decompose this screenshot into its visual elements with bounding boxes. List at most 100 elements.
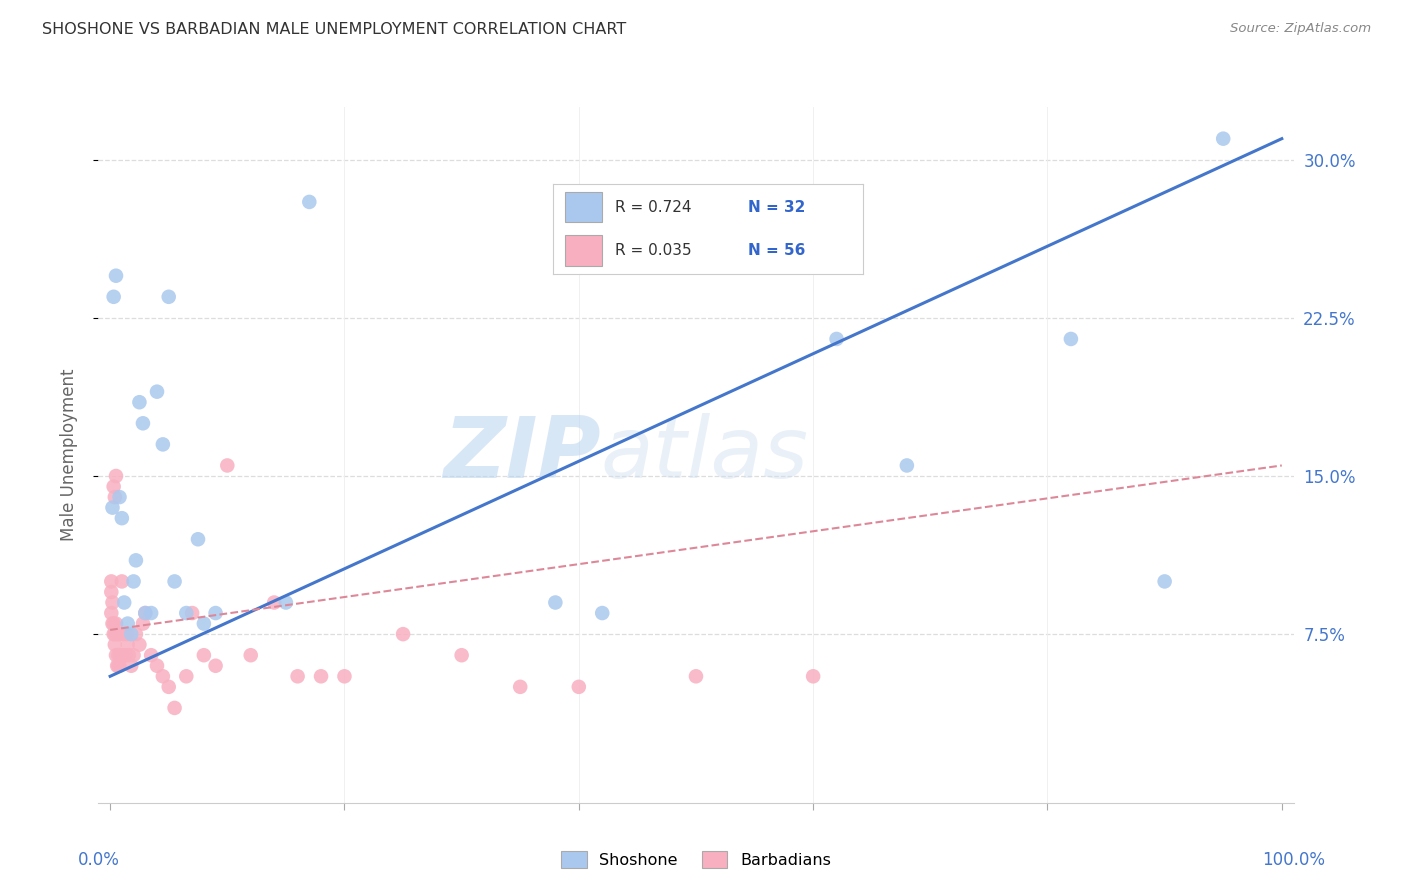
Point [825,332,848,346]
Text: N = 56: N = 56 [748,243,806,258]
Point [122,648,145,663]
Point [111,648,134,663]
Point [117,638,139,652]
Text: 0.0%: 0.0% [77,851,120,870]
Point [105,268,128,283]
Point [157,680,180,694]
Point [193,616,215,631]
Point [591,606,613,620]
Point [274,595,297,609]
Text: N = 32: N = 32 [748,200,806,215]
Point [105,658,128,673]
Y-axis label: Male Unemployment: Male Unemployment [59,368,77,541]
Point [105,469,128,483]
FancyBboxPatch shape [565,192,602,222]
Point [107,648,129,663]
Point [111,574,134,589]
Point [152,437,174,451]
Text: SHOSHONE VS BARBADIAN MALE UNEMPLOYMENT CORRELATION CHART: SHOSHONE VS BARBADIAN MALE UNEMPLOYMENT … [42,22,627,37]
Point [105,648,128,663]
Point [801,669,824,683]
Point [112,595,135,609]
Point [141,648,163,663]
Point [152,669,174,683]
Point [122,574,145,589]
Point [163,701,186,715]
Point [174,606,197,620]
Point [112,648,135,663]
Point [685,669,707,683]
Point [108,627,131,641]
Point [120,658,142,673]
Point [157,290,180,304]
Point [134,606,156,620]
Text: R = 0.724: R = 0.724 [614,200,692,215]
Point [100,585,122,599]
Point [108,490,131,504]
Legend: Shoshone, Barbadians: Shoshone, Barbadians [554,845,838,875]
Point [309,669,332,683]
Point [105,627,128,641]
Point [744,216,766,230]
Point [103,616,125,631]
Point [104,638,127,652]
Point [100,574,122,589]
Point [101,500,124,515]
Point [146,384,169,399]
Point [128,395,150,409]
Point [896,458,918,473]
Point [1153,574,1175,589]
Point [187,533,209,547]
Point [104,490,127,504]
Point [509,680,531,694]
Point [118,648,141,663]
Point [1060,332,1083,346]
Point [193,648,215,663]
FancyBboxPatch shape [565,235,602,266]
Point [204,658,226,673]
Point [108,658,131,673]
Point [450,648,472,663]
Point [568,680,591,694]
Point [103,479,125,493]
Point [132,417,155,431]
Point [115,627,138,641]
Point [104,627,127,641]
Point [117,616,139,631]
Point [204,606,226,620]
Text: Source: ZipAtlas.com: Source: ZipAtlas.com [1230,22,1371,36]
Point [125,553,148,567]
Point [141,606,163,620]
Point [105,616,128,631]
Point [101,595,124,609]
Point [132,616,155,631]
Point [333,669,356,683]
Point [111,511,134,525]
Point [298,194,321,209]
Text: R = 0.035: R = 0.035 [614,243,692,258]
Point [181,606,204,620]
Point [146,658,169,673]
Point [544,595,567,609]
Point [114,648,136,663]
Point [239,648,262,663]
Point [263,595,285,609]
Point [134,606,156,620]
Text: atlas: atlas [600,413,808,497]
Point [110,648,132,663]
Point [392,627,415,641]
Point [128,638,150,652]
Point [174,669,197,683]
Point [125,627,148,641]
Point [217,458,239,473]
Point [120,627,142,641]
Point [101,616,124,631]
Point [163,574,186,589]
Text: ZIP: ZIP [443,413,600,497]
Point [103,290,125,304]
Point [287,669,309,683]
Point [107,658,129,673]
Point [103,627,125,641]
Point [112,627,135,641]
Point [1212,131,1234,145]
